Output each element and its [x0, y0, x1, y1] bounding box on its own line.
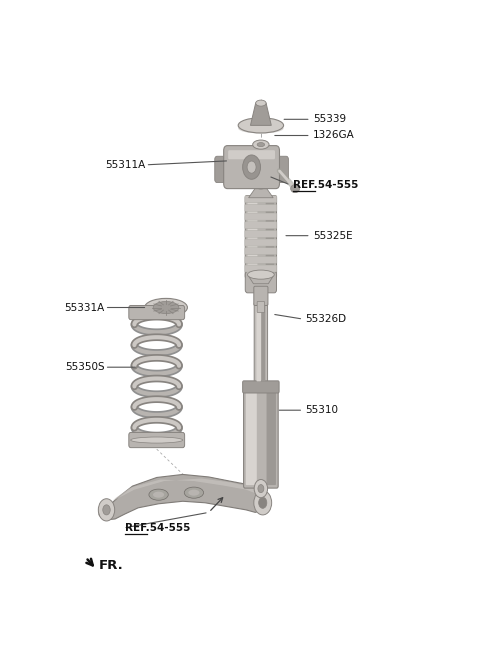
Text: FR.: FR. — [98, 559, 123, 572]
Polygon shape — [249, 276, 273, 284]
Ellipse shape — [256, 100, 266, 106]
FancyBboxPatch shape — [245, 265, 277, 272]
FancyBboxPatch shape — [228, 150, 275, 159]
FancyBboxPatch shape — [224, 146, 279, 189]
Circle shape — [243, 155, 261, 179]
FancyBboxPatch shape — [256, 305, 261, 381]
Ellipse shape — [238, 124, 284, 133]
Text: 55350S: 55350S — [65, 362, 105, 373]
Ellipse shape — [256, 184, 265, 189]
FancyBboxPatch shape — [254, 302, 267, 384]
Text: 55310: 55310 — [305, 405, 338, 415]
FancyBboxPatch shape — [129, 432, 185, 447]
FancyBboxPatch shape — [245, 248, 277, 255]
FancyBboxPatch shape — [246, 388, 257, 485]
Text: 55325E: 55325E — [313, 231, 353, 240]
Ellipse shape — [252, 140, 269, 149]
Ellipse shape — [257, 143, 264, 147]
Polygon shape — [99, 474, 266, 520]
FancyBboxPatch shape — [215, 156, 233, 183]
FancyBboxPatch shape — [245, 196, 276, 278]
FancyBboxPatch shape — [266, 388, 276, 485]
FancyBboxPatch shape — [245, 256, 277, 263]
Text: 55326D: 55326D — [305, 314, 347, 324]
FancyBboxPatch shape — [261, 305, 265, 381]
Circle shape — [103, 505, 110, 515]
FancyBboxPatch shape — [129, 306, 185, 320]
Ellipse shape — [144, 298, 187, 317]
Ellipse shape — [131, 437, 183, 443]
Circle shape — [98, 499, 115, 521]
Text: REF.54-555: REF.54-555 — [125, 523, 191, 533]
FancyBboxPatch shape — [254, 286, 268, 306]
FancyBboxPatch shape — [245, 196, 277, 203]
Ellipse shape — [291, 185, 300, 193]
Polygon shape — [249, 187, 273, 198]
Ellipse shape — [153, 491, 164, 498]
Text: 1326GA: 1326GA — [313, 131, 355, 141]
FancyBboxPatch shape — [266, 198, 274, 275]
FancyBboxPatch shape — [245, 204, 277, 212]
Text: 55339: 55339 — [313, 114, 346, 124]
FancyBboxPatch shape — [245, 221, 277, 229]
Polygon shape — [108, 478, 263, 505]
Text: REF.54-555: REF.54-555 — [292, 180, 358, 190]
FancyBboxPatch shape — [245, 271, 276, 293]
Polygon shape — [251, 103, 271, 125]
FancyBboxPatch shape — [248, 198, 257, 275]
Circle shape — [254, 480, 267, 498]
FancyBboxPatch shape — [270, 156, 288, 183]
FancyBboxPatch shape — [245, 213, 277, 220]
FancyBboxPatch shape — [243, 381, 279, 393]
FancyBboxPatch shape — [245, 239, 277, 246]
Circle shape — [259, 497, 267, 509]
Text: 55311A: 55311A — [105, 160, 145, 170]
Ellipse shape — [188, 489, 200, 495]
Ellipse shape — [153, 302, 179, 313]
Circle shape — [247, 161, 256, 173]
Ellipse shape — [149, 489, 168, 500]
FancyBboxPatch shape — [245, 231, 277, 237]
FancyBboxPatch shape — [243, 386, 278, 488]
Text: 55331A: 55331A — [64, 302, 105, 313]
Ellipse shape — [248, 270, 274, 279]
Ellipse shape — [238, 118, 284, 133]
Ellipse shape — [184, 487, 204, 498]
Circle shape — [254, 491, 272, 515]
FancyBboxPatch shape — [257, 302, 264, 313]
Circle shape — [258, 485, 264, 493]
